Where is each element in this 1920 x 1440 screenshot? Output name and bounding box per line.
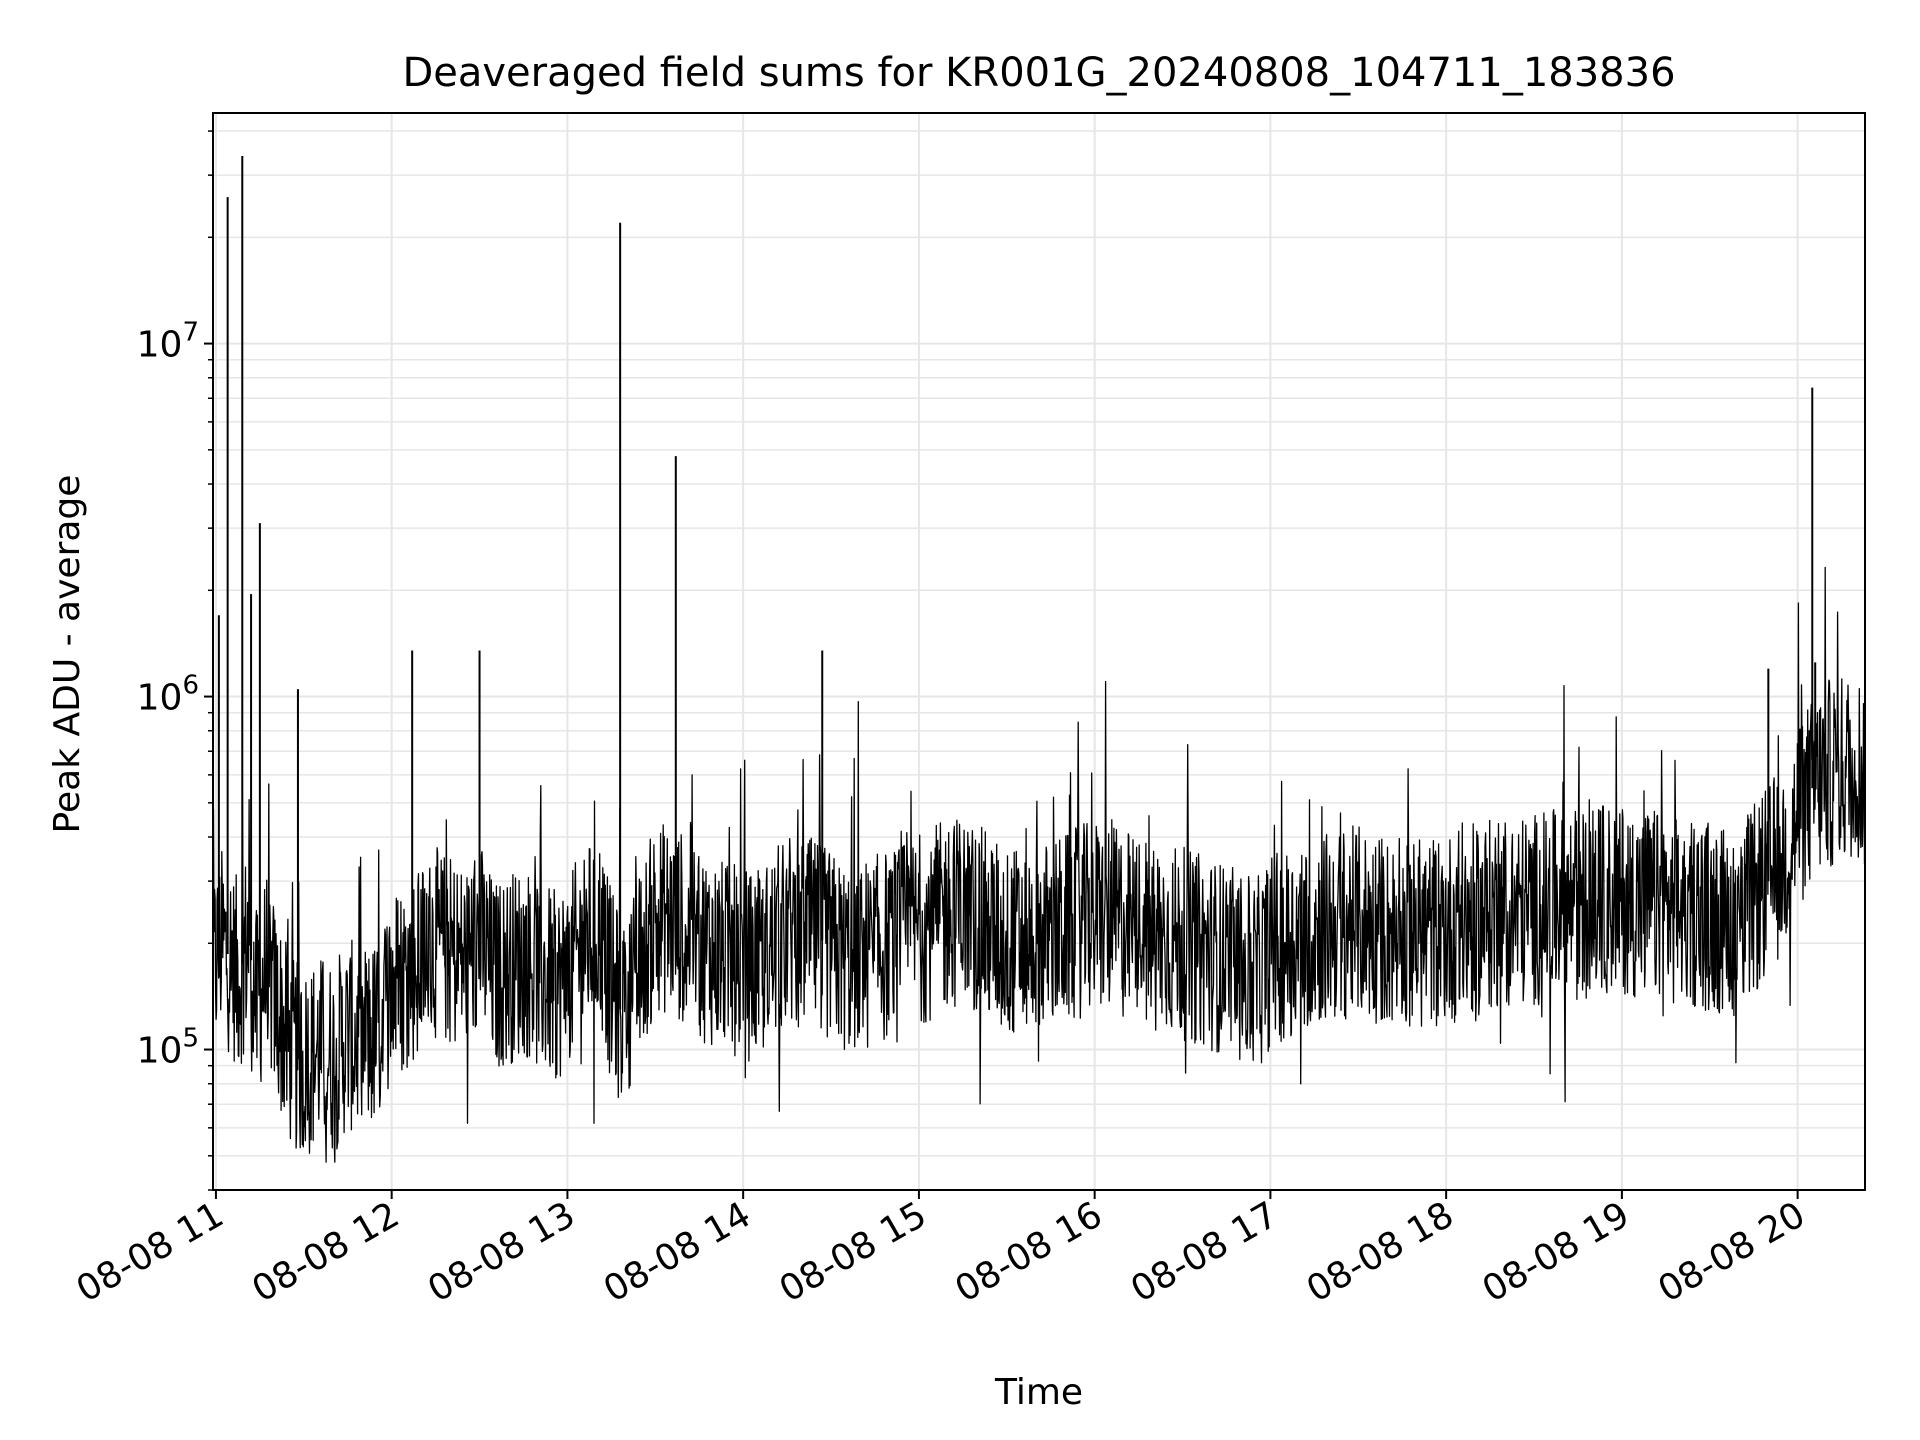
y-tick-label: 107 xyxy=(137,318,199,366)
series-line xyxy=(212,566,1866,1163)
chart-title: Deaveraged field sums for KR001G_2024080… xyxy=(402,50,1675,96)
axes-frame xyxy=(212,112,1866,1191)
y-axis: 105 106 107 xyxy=(137,130,213,1191)
x-axis-label: Time xyxy=(994,1372,1083,1413)
y-axis-label: Peak ADU - average xyxy=(47,475,88,834)
y-tick-label: 106 xyxy=(137,671,199,719)
grid xyxy=(213,113,1865,1191)
y-tick-label: 105 xyxy=(137,1024,199,1072)
plot-area xyxy=(212,155,1866,1163)
